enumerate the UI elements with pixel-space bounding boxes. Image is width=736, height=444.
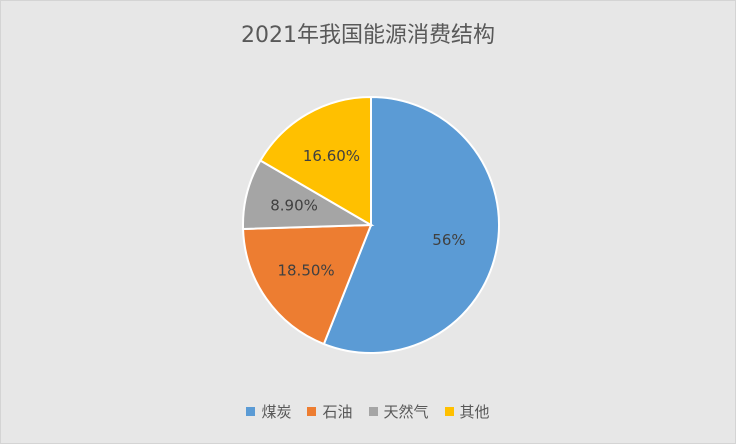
slice-label-3: 16.60%	[303, 147, 360, 165]
chart-title: 2021年我国能源消费结构	[241, 23, 495, 48]
legend-swatch	[444, 407, 454, 416]
legend: 煤炭 石油 天然气 其他	[1, 401, 735, 422]
legend-item-2: 天然气	[368, 401, 429, 422]
pie-slice-3	[259, 95, 372, 227]
legend-item-0: 煤炭	[246, 401, 291, 422]
legend-label: 天然气	[383, 403, 429, 421]
legend-item-3: 其他	[444, 401, 490, 422]
legend-swatch	[368, 407, 378, 416]
slice-label-0: 56%	[432, 231, 465, 249]
legend-label: 石油	[322, 403, 353, 421]
legend-swatch	[307, 407, 317, 416]
pie-slice-0	[322, 95, 500, 354]
pie-slice-1	[242, 223, 373, 346]
legend-swatch	[246, 407, 256, 416]
slice-label-2: 8.90%	[270, 197, 318, 215]
legend-label: 其他	[459, 403, 490, 421]
legend-item-1: 石油	[307, 401, 353, 422]
legend-label: 煤炭	[261, 403, 292, 421]
slice-label-1: 18.50%	[277, 262, 334, 280]
pie-plot: 56% 18.50% 8.90% 16.60%	[242, 95, 500, 354]
